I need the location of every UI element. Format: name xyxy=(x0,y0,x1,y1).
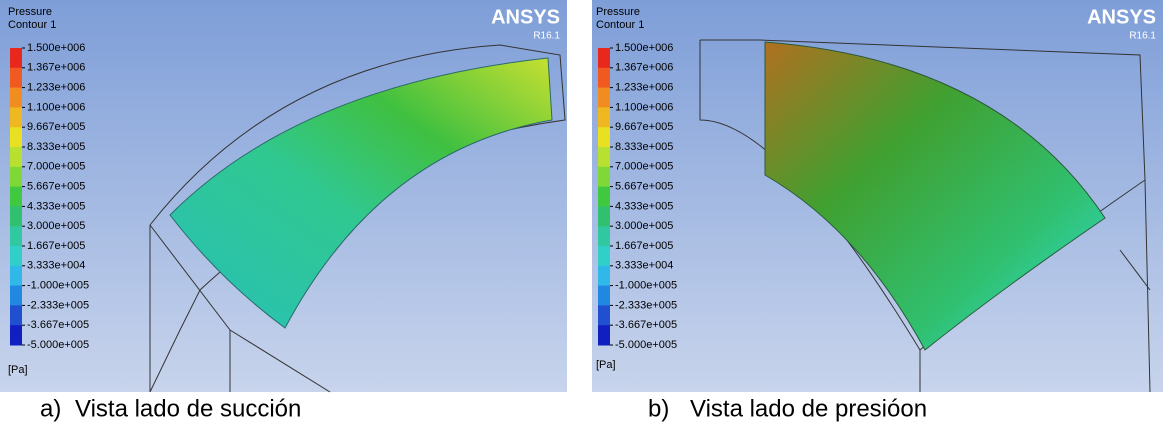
colorbar-label: 3.333e+004 xyxy=(27,260,85,272)
colorbar-label: -1.000e+005 xyxy=(615,280,677,292)
colorbar-label: 1.100e+006 xyxy=(27,101,85,113)
colorbar-label: 1.233e+006 xyxy=(615,82,673,94)
colorbar-band xyxy=(598,88,610,108)
caption-letter: b) xyxy=(648,395,669,422)
colorbar-band xyxy=(598,325,610,345)
legend-subtitle: Contour 1 xyxy=(596,19,644,31)
legend-subtitle: Contour 1 xyxy=(8,19,56,31)
figure: Pressure Contour 1 ANSYS R16.1 [Pa] 1.50… xyxy=(0,0,1163,425)
colorbar-band xyxy=(10,68,22,88)
colorbar-label: -2.333e+005 xyxy=(615,299,677,311)
colorbar-label: 1.500e+006 xyxy=(27,42,85,54)
panel: Pressure Contour 1 ANSYS R16.1 [Pa] 1.50… xyxy=(0,0,567,392)
colorbar-band xyxy=(598,48,610,68)
brand: ANSYS xyxy=(1087,6,1156,28)
legend-title: Pressure xyxy=(596,6,640,18)
caption: Vista lado de presióon xyxy=(690,395,927,422)
colorbar-band xyxy=(10,48,22,68)
colorbar-band xyxy=(598,305,610,325)
colorbar-label: 1.500e+006 xyxy=(615,42,673,54)
colorbar-band xyxy=(598,68,610,88)
colorbar-band xyxy=(10,167,22,187)
colorbar-band xyxy=(598,246,610,266)
caption-letter: a) xyxy=(40,395,61,422)
colorbar-label: 5.667e+005 xyxy=(27,181,85,193)
colorbar-label: -3.667e+005 xyxy=(27,319,89,331)
colorbar-label: 7.000e+005 xyxy=(615,161,673,173)
colorbar-band xyxy=(598,107,610,127)
colorbar-band xyxy=(598,286,610,306)
version: R16.1 xyxy=(1129,31,1156,42)
colorbar-band xyxy=(10,107,22,127)
colorbar-band xyxy=(598,187,610,207)
colorbar-label: -1.000e+005 xyxy=(27,280,89,292)
colorbar-label: 3.000e+005 xyxy=(27,220,85,232)
colorbar-label: -5.000e+005 xyxy=(615,339,677,351)
colorbar-band xyxy=(10,147,22,167)
legend-title: Pressure xyxy=(8,6,52,18)
colorbar-band xyxy=(10,206,22,226)
caption: Vista lado de succión xyxy=(75,395,301,422)
colorbar-band xyxy=(10,246,22,266)
colorbar-band xyxy=(598,206,610,226)
colorbar-label: -3.667e+005 xyxy=(615,319,677,331)
colorbar-band xyxy=(10,325,22,345)
colorbar-label: 1.367e+006 xyxy=(615,62,673,74)
colorbar-band xyxy=(598,167,610,187)
brand: ANSYS xyxy=(491,6,560,28)
colorbar-label: 9.667e+005 xyxy=(27,121,85,133)
colorbar-label: 4.333e+005 xyxy=(615,200,673,212)
colorbar-label: -2.333e+005 xyxy=(27,299,89,311)
colorbar-band xyxy=(598,127,610,147)
colorbar-label: 8.333e+005 xyxy=(615,141,673,153)
colorbar-band xyxy=(10,226,22,246)
version: R16.1 xyxy=(533,31,560,42)
colorbar-label: 1.233e+006 xyxy=(27,82,85,94)
colorbar-label: -5.000e+005 xyxy=(27,339,89,351)
colorbar-band xyxy=(598,266,610,286)
colorbar-label: 1.367e+006 xyxy=(27,62,85,74)
colorbar-label: 1.100e+006 xyxy=(615,101,673,113)
colorbar-band xyxy=(598,147,610,167)
colorbar-band xyxy=(10,266,22,286)
colorbar-band xyxy=(10,88,22,108)
colorbar-band xyxy=(10,305,22,325)
colorbar-label: 8.333e+005 xyxy=(27,141,85,153)
colorbar-label: 3.000e+005 xyxy=(615,220,673,232)
colorbar-label: 4.333e+005 xyxy=(27,200,85,212)
colorbar-band xyxy=(10,127,22,147)
colorbar-label: 1.667e+005 xyxy=(615,240,673,252)
colorbar-label: 3.333e+004 xyxy=(615,260,673,272)
colorbar-band xyxy=(10,187,22,207)
colorbar-band xyxy=(598,226,610,246)
colorbar-label: 9.667e+005 xyxy=(615,121,673,133)
colorbar-label: 5.667e+005 xyxy=(615,181,673,193)
panel: Pressure Contour 1 ANSYS R16.1 [Pa] 1.50… xyxy=(592,0,1163,392)
colorbar-label: 7.000e+005 xyxy=(27,161,85,173)
unit: [Pa] xyxy=(8,364,28,376)
colorbar-band xyxy=(10,286,22,306)
unit: [Pa] xyxy=(596,359,616,371)
colorbar-label: 1.667e+005 xyxy=(27,240,85,252)
